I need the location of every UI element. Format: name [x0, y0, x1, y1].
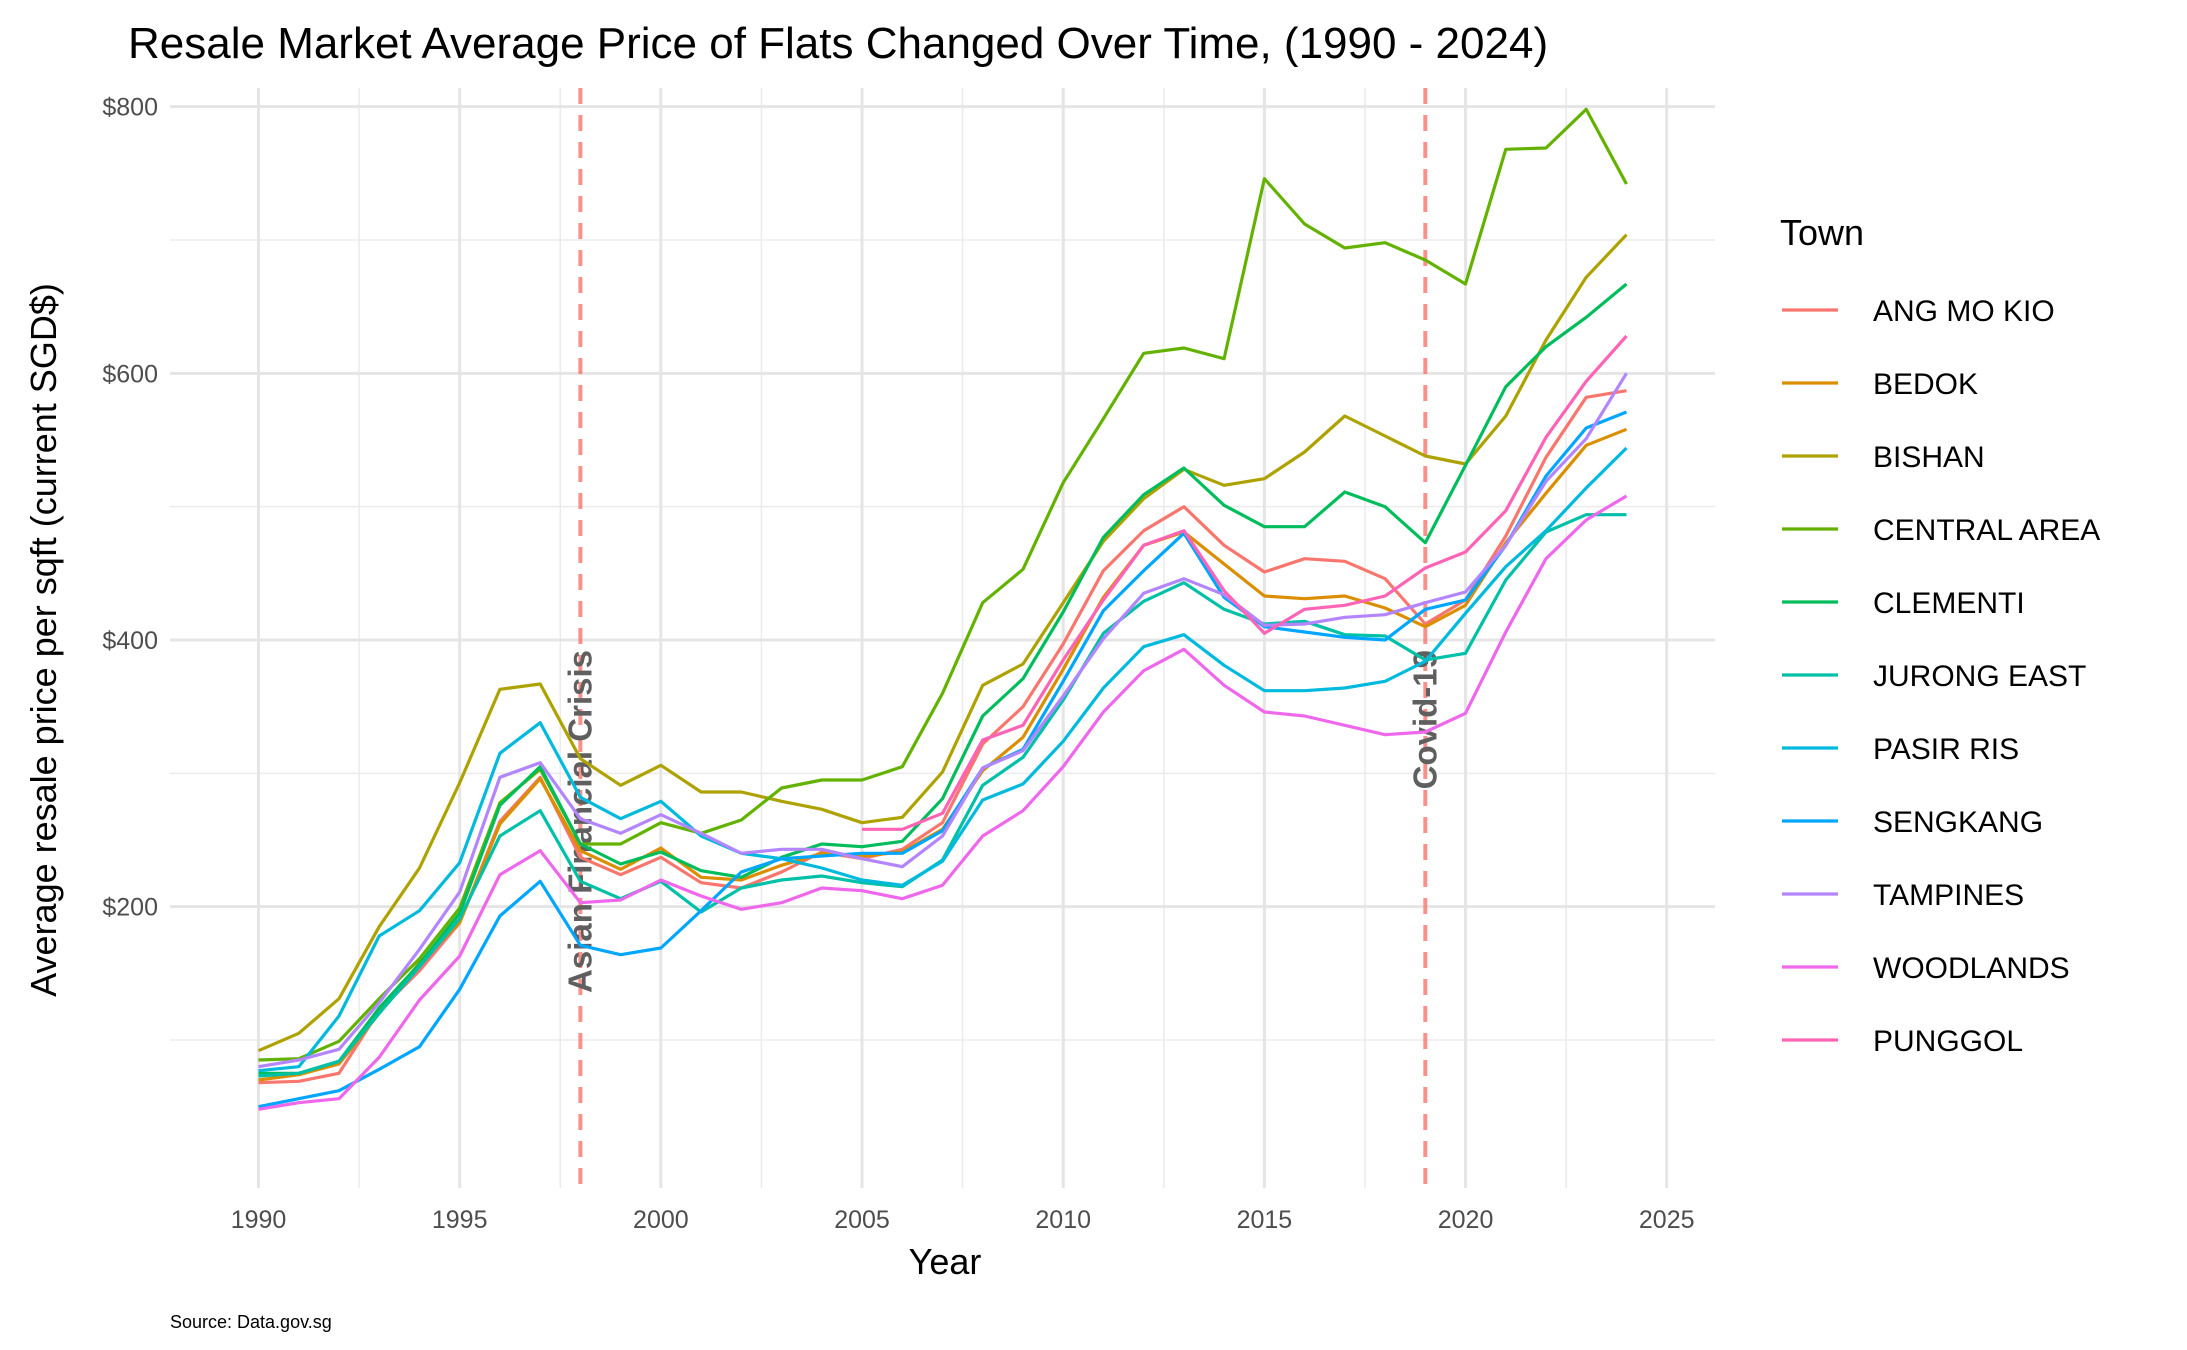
series-line: [258, 494, 1628, 1111]
annotation-label: Covid-19: [1406, 650, 1443, 789]
event-annotations: Asian Financial Crisis Covid-19: [561, 88, 1443, 1188]
series-line: [258, 282, 1628, 1075]
series-line: [862, 334, 1628, 831]
x-axis-title: Year: [909, 1241, 982, 1282]
x-tick-label: 2010: [1035, 1206, 1091, 1234]
chart-title: Resale Market Average Price of Flats Cha…: [128, 19, 1548, 68]
legend-label: JURONG EAST: [1873, 660, 2086, 693]
legend: Town ANG MO KIO BEDOK BISHAN CENTRAL AREA CL…: [1780, 212, 2100, 1058]
legend-label: TAMPINES: [1873, 879, 2024, 912]
legend-label: ANG MO KIO: [1873, 295, 2055, 328]
series-line: [258, 446, 1628, 1073]
grid-lines: [170, 88, 1715, 1188]
legend-label: BISHAN: [1873, 441, 1985, 474]
series-lines: [257, 107, 1628, 1111]
legend-label: PASIR RIS: [1873, 733, 2019, 766]
legend-label: BEDOK: [1873, 368, 1978, 401]
series-line: [258, 107, 1628, 1062]
y-tick-label: $400: [102, 627, 158, 655]
legend-label: CENTRAL AREA: [1873, 514, 2100, 547]
series-line: [258, 410, 1628, 1109]
y-tick-label: $600: [102, 360, 158, 388]
x-tick-label: 2005: [834, 1206, 890, 1234]
axis-labels: 1990 1995 2000 2005 2010 2015 2020 2025 $200 $400…: [102, 94, 1694, 1234]
x-tick-label: 1990: [231, 1206, 287, 1234]
y-tick-label: $200: [102, 894, 158, 922]
legend-label: WOODLANDS: [1873, 952, 2070, 985]
y-axis-title: Average resale price per sqft (current S…: [23, 283, 64, 997]
legend-label: PUNGGOL: [1873, 1025, 2023, 1058]
source-caption: Source: Data.gov.sg: [170, 1312, 332, 1332]
x-tick-label: 1995: [432, 1206, 488, 1234]
series-line: [257, 233, 1628, 1053]
x-tick-label: 2025: [1639, 1206, 1695, 1234]
x-tick-label: 2020: [1438, 1206, 1494, 1234]
x-tick-label: 2015: [1237, 1206, 1293, 1234]
x-tick-label: 2000: [633, 1206, 689, 1234]
legend-label: CLEMENTI: [1873, 587, 2025, 620]
series-line: [258, 372, 1628, 1069]
y-tick-label: $800: [102, 94, 158, 122]
legend-title: Town: [1780, 212, 1864, 253]
legend-label: SENGKANG: [1873, 806, 2043, 839]
